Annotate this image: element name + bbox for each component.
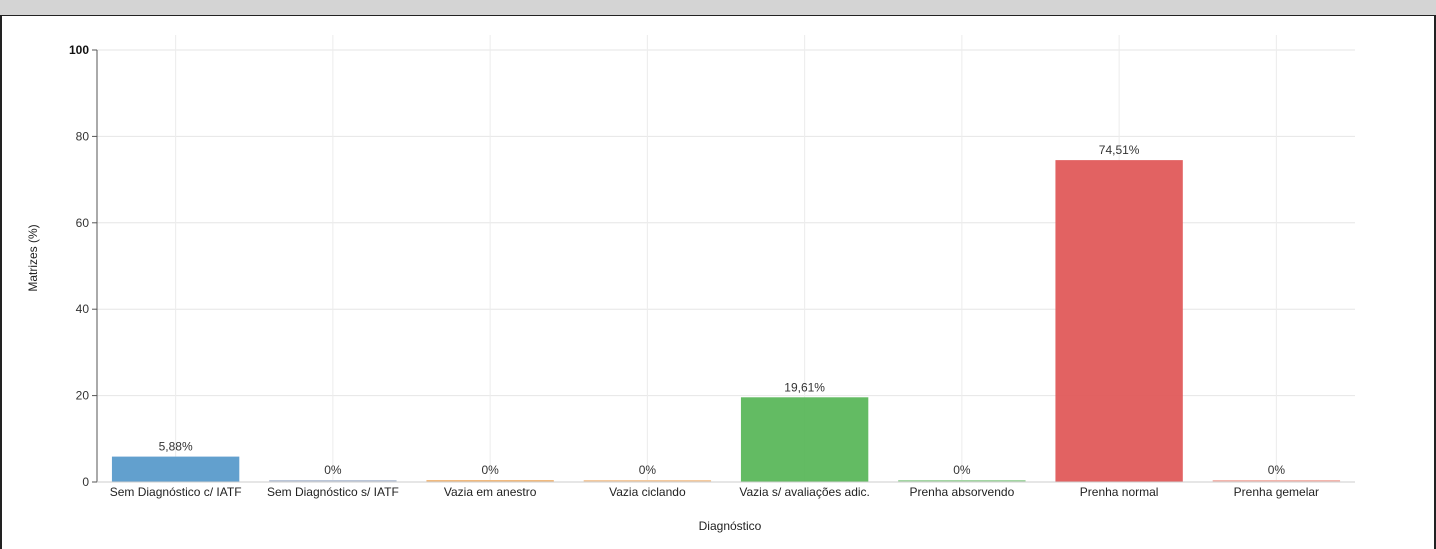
x-category-label: Sem Diagnóstico s/ IATF xyxy=(267,485,399,499)
bar xyxy=(1212,480,1341,482)
bar xyxy=(740,397,869,482)
y-tick-label: 80 xyxy=(76,129,90,143)
bar xyxy=(583,480,712,482)
bar xyxy=(426,480,554,482)
y-tick-label: 60 xyxy=(76,216,90,230)
bar-value-label: 0% xyxy=(481,463,499,477)
y-tick-label: 40 xyxy=(76,302,90,316)
x-axis-label: Diagnóstico xyxy=(699,519,762,533)
x-category-label: Vazia em anestro xyxy=(444,485,537,499)
bar-value-label: 19,61% xyxy=(784,380,825,394)
x-category-label: Prenha absorvendo xyxy=(910,485,1015,499)
y-axis: 0 20 40 60 80 100 xyxy=(69,43,98,489)
y-axis-label: Matrizes (%) xyxy=(26,224,40,291)
y-tick-label: 0 xyxy=(82,475,89,489)
x-category-label: Prenha gemelar xyxy=(1234,485,1319,499)
x-category-label: Vazia ciclando xyxy=(609,485,686,499)
y-tick-label: 20 xyxy=(76,389,90,403)
bars: 5,88% 0% 0% 0% 19,61% 0% 74,51% 0% xyxy=(111,143,1341,482)
bar-value-label: 0% xyxy=(324,463,342,477)
bar xyxy=(898,480,1026,482)
bar xyxy=(111,456,240,482)
x-category-label: Sem Diagnóstico c/ IATF xyxy=(110,485,242,499)
chart-frame xyxy=(0,16,1436,549)
x-category-label: Vazia s/ avaliações adic. xyxy=(739,485,870,499)
bar xyxy=(1055,160,1183,482)
bar xyxy=(269,480,397,482)
bar-value-label: 5,88% xyxy=(159,440,193,454)
bar-value-label: 0% xyxy=(639,463,657,477)
y-tick-label: 100 xyxy=(69,43,89,57)
bar-value-label: 0% xyxy=(953,463,971,477)
bar-value-label: 0% xyxy=(1268,463,1286,477)
x-axis: Sem Diagnóstico c/ IATF Sem Diagnóstico s… xyxy=(97,481,1355,499)
bar-value-label: 74,51% xyxy=(1099,143,1140,157)
x-category-label: Prenha normal xyxy=(1080,485,1159,499)
